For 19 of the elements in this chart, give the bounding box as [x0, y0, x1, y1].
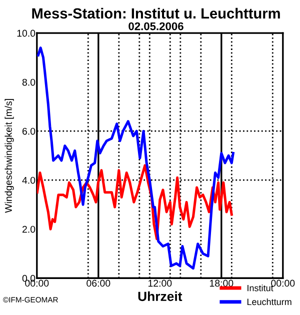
y-tick-label: 6.0 — [22, 128, 36, 135]
x-tick-label: 00:00 — [25, 280, 49, 287]
line-series — [36, 164, 233, 240]
chart-subtitle: 02.05.2006 — [128, 22, 184, 30]
legend-label: Institut — [248, 284, 274, 292]
legend-label: Leuchtturm — [247, 298, 292, 306]
y-tick-label: 2.0 — [22, 226, 36, 233]
x-axis-title: Uhrzeit — [138, 291, 182, 302]
y-tick-label: 8.0 — [22, 78, 36, 86]
x-tick-label: 00:00 — [271, 280, 295, 287]
chart-title: Mess-Station: Institut u. Leuchtturm — [32, 8, 280, 19]
line-series — [36, 46, 234, 270]
y-tick-label: 0.0 — [22, 274, 36, 282]
y-tick-label: 10.0 — [17, 30, 36, 37]
x-tick-label: 18:00 — [210, 280, 234, 287]
y-axis-title: Windgeschwindigkeit [m/s] — [4, 99, 14, 213]
y-tick-label: 4.0 — [22, 176, 36, 184]
x-tick-label: 06:00 — [86, 280, 110, 287]
x-tick-label: 12:00 — [148, 280, 172, 287]
